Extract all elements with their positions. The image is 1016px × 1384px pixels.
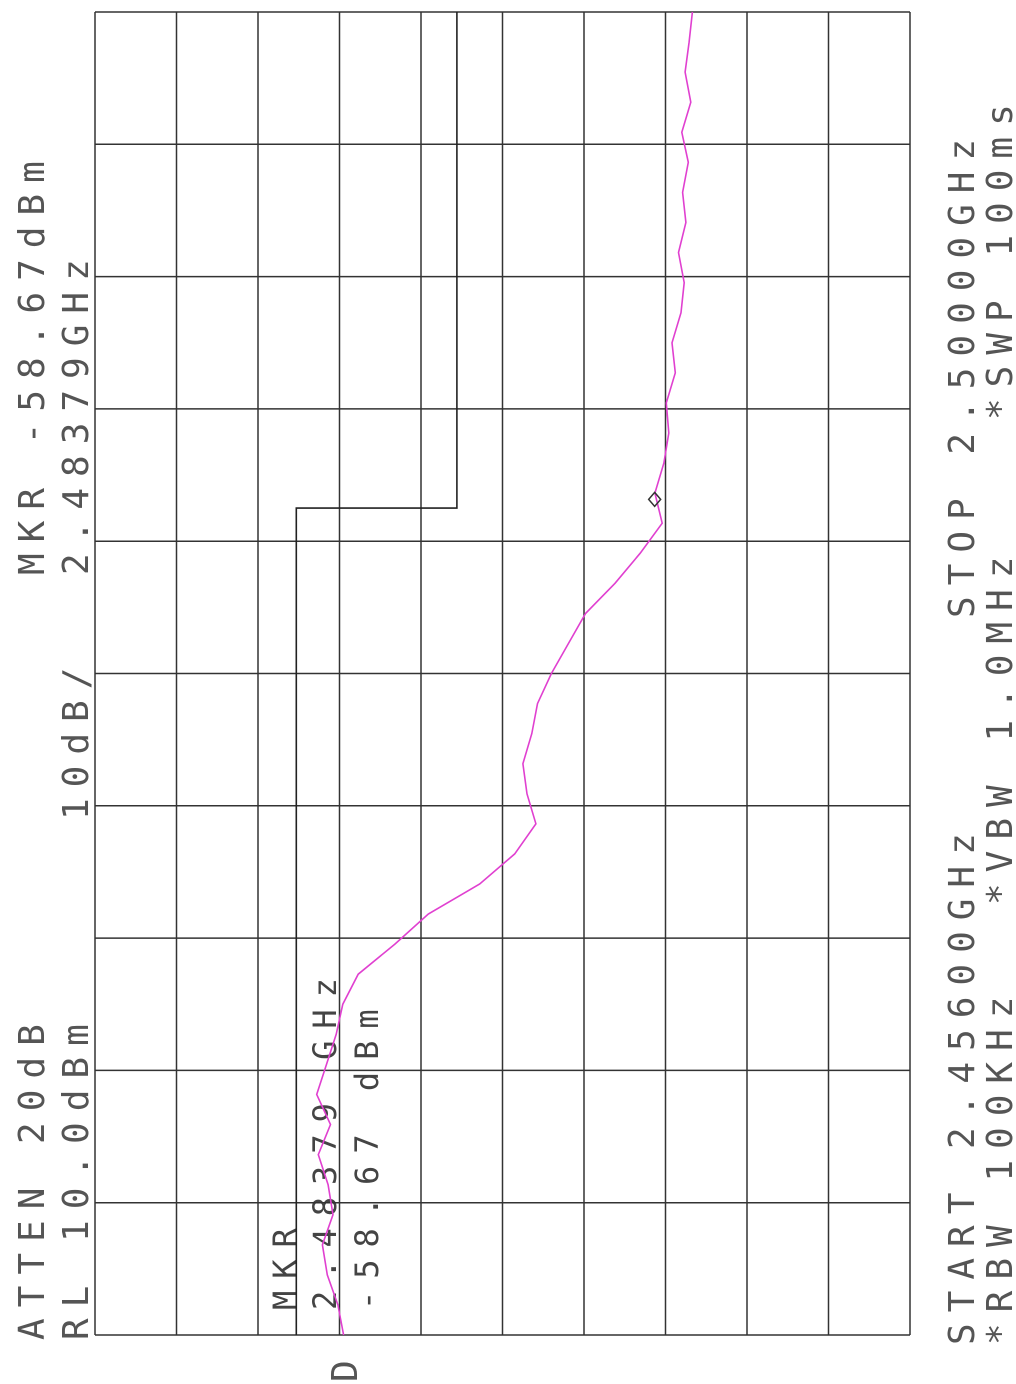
marker: [647, 491, 662, 508]
rbw: *RBW 100KHz: [980, 986, 1016, 1345]
atten: ATTEN 20dB: [12, 1013, 53, 1340]
vbw: *VBW 1.0MHz: [980, 546, 1016, 905]
marker-level: -58.67 dBm: [348, 997, 386, 1310]
display-mark: D: [325, 1349, 366, 1382]
stop: STOP 2.50000GHz: [942, 128, 983, 618]
trace: [315, 11, 694, 1336]
ref-level: RL 10.0dBm: [56, 1013, 97, 1340]
marker-label: MKR: [266, 1216, 304, 1310]
chart-title: MKR -58.67dBm: [12, 150, 53, 575]
sweep: *SWP 100ms: [980, 93, 1016, 420]
limit-line: [295, 12, 458, 1335]
start: START 2.45600GHz: [942, 822, 983, 1345]
chart-subtitle: 2.48379GHz: [56, 248, 97, 575]
scale: 10dB/: [56, 657, 97, 820]
